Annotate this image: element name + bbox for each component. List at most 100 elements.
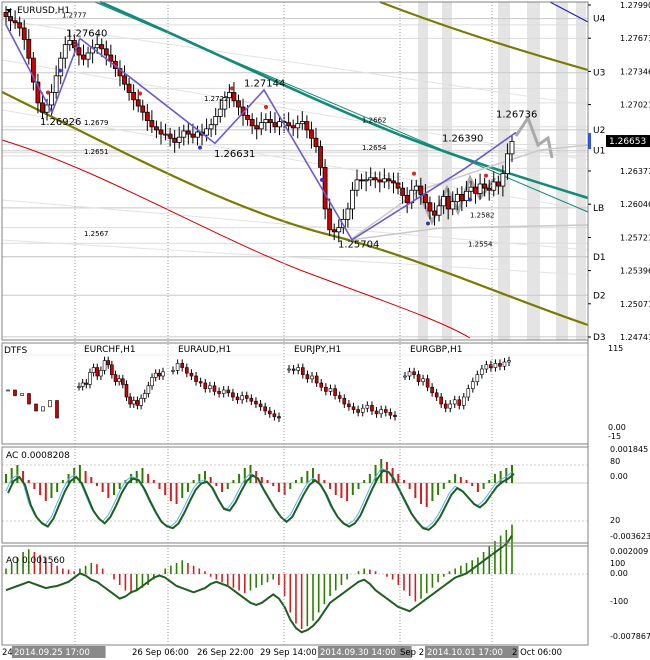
fractal-marker bbox=[264, 105, 268, 110]
candle-body bbox=[454, 193, 460, 203]
mini-candle-body bbox=[421, 378, 425, 382]
candle-body bbox=[108, 54, 114, 62]
candle-body bbox=[331, 229, 337, 233]
ao-tick-label: -100 bbox=[610, 597, 628, 606]
fractal-marker bbox=[320, 177, 324, 182]
candle-body bbox=[140, 105, 146, 113]
mini-candle-body bbox=[305, 374, 310, 380]
mini-candle-body bbox=[99, 370, 103, 377]
mini-candle-body bbox=[117, 378, 121, 382]
mini-candle-body bbox=[142, 393, 147, 399]
mini-candle-body bbox=[480, 368, 484, 375]
mini-candle-body bbox=[139, 398, 143, 406]
price-tick-label: 1.25396 bbox=[620, 267, 650, 276]
pivot-level-label: U1 bbox=[593, 147, 605, 157]
fractal-marker bbox=[198, 145, 202, 150]
candle-body bbox=[482, 183, 488, 189]
currency-strength-panel[interactable]: EURCHF,H1 EURAUD,H1 EURJPY,H1 EURGBP,H1 bbox=[2, 345, 588, 422]
mini-candle-body bbox=[393, 414, 397, 417]
mini-candle-body bbox=[263, 406, 267, 412]
mini-candle-body bbox=[498, 363, 502, 367]
pivot-level-label: LB bbox=[593, 204, 604, 214]
candle-body bbox=[81, 54, 86, 60]
mini-candle-body bbox=[457, 399, 462, 406]
candle-body bbox=[21, 27, 27, 40]
ac-tick-label: 20 bbox=[610, 516, 620, 525]
candle-body bbox=[418, 185, 424, 195]
time-label: 26 Sep 06:00 bbox=[132, 648, 189, 658]
mini-candle-body bbox=[443, 403, 448, 409]
mini-candle-body bbox=[235, 396, 240, 401]
pivot-level-label: U3 bbox=[593, 69, 605, 79]
mini-candle-body bbox=[212, 385, 217, 392]
candle-body bbox=[181, 130, 187, 138]
time-label: 2014.09.30 14:00 bbox=[320, 648, 396, 658]
ac-main-line bbox=[7, 469, 515, 531]
price-annotation: 1.2662 bbox=[362, 117, 387, 125]
mini-candle-body bbox=[240, 395, 244, 401]
mini-candle-body bbox=[102, 360, 107, 371]
mini-candle-body bbox=[208, 385, 212, 389]
candle-body bbox=[158, 129, 164, 135]
candle-body bbox=[372, 177, 378, 181]
fractal-marker bbox=[46, 90, 50, 95]
candle-body bbox=[427, 202, 433, 212]
main-price-panel[interactable]: 1.2777 1.27640 1.27144 1.2722 1.26926 1.2679 1… bbox=[1, 0, 589, 340]
ao-tick-label: 0.002009 bbox=[610, 547, 648, 556]
projection-fan bbox=[349, 144, 589, 241]
candle-body bbox=[500, 173, 506, 187]
price-annotation: 1.26390 bbox=[442, 133, 483, 144]
candle-body bbox=[473, 186, 478, 194]
mini-candle-body bbox=[249, 398, 254, 402]
candle-body bbox=[30, 57, 36, 83]
mini-candle-body bbox=[466, 388, 471, 398]
mini-candle-body bbox=[277, 416, 281, 419]
ac-indicator-panel[interactable] bbox=[2, 459, 588, 531]
mini-candle-body bbox=[146, 385, 151, 394]
ac-tick-label: 0.00 bbox=[610, 472, 628, 481]
candle-body bbox=[354, 179, 360, 191]
candle-body bbox=[267, 119, 273, 124]
ac-tick-label: 80 bbox=[610, 457, 620, 466]
price-annotation: 1.2582 bbox=[470, 211, 495, 219]
mini-candle-body bbox=[157, 372, 162, 377]
candle-body bbox=[400, 187, 405, 196]
candle-body bbox=[17, 22, 23, 29]
candle-body bbox=[76, 47, 82, 56]
candle-body bbox=[195, 131, 200, 138]
candle-body bbox=[231, 92, 237, 102]
mini-candle-body bbox=[296, 367, 301, 371]
fractal-marker bbox=[426, 221, 430, 226]
ac-tick-label: -0.003623 bbox=[610, 532, 650, 541]
candle-body bbox=[377, 179, 383, 183]
candle-body bbox=[422, 193, 428, 204]
mini-candle-body bbox=[231, 392, 235, 398]
candle-body bbox=[226, 92, 232, 99]
price-annotation: 1.2554 bbox=[468, 240, 493, 248]
mini-candle-body bbox=[301, 367, 305, 375]
mini-candle-body bbox=[189, 372, 194, 377]
candle-body bbox=[3, 11, 9, 17]
mini-candle-body bbox=[425, 378, 430, 388]
mini-candle-body bbox=[175, 363, 180, 371]
fractal-marker bbox=[468, 197, 472, 202]
time-label: 29 Sep 14:00 bbox=[260, 648, 317, 658]
ao-tick-label: 0.00 bbox=[610, 569, 628, 578]
candle-body bbox=[309, 129, 314, 139]
price-annotation: 1.27144 bbox=[244, 78, 285, 89]
mini-candle-body bbox=[55, 400, 59, 419]
symbol-title: EURUSD,H1 bbox=[17, 6, 70, 16]
candle-body bbox=[208, 124, 214, 130]
mini-candle-body bbox=[319, 382, 324, 388]
cs-tick-label: -15 bbox=[608, 432, 621, 441]
mini-candle-body bbox=[314, 375, 319, 384]
mini-candle-body bbox=[439, 396, 443, 405]
mini-candle-body bbox=[41, 406, 45, 412]
mini-candle-body bbox=[258, 403, 263, 408]
mini-candle-body bbox=[342, 398, 347, 405]
candle-body bbox=[103, 48, 109, 56]
ao-indicator-panel[interactable] bbox=[2, 524, 588, 634]
candle-body bbox=[53, 75, 59, 93]
